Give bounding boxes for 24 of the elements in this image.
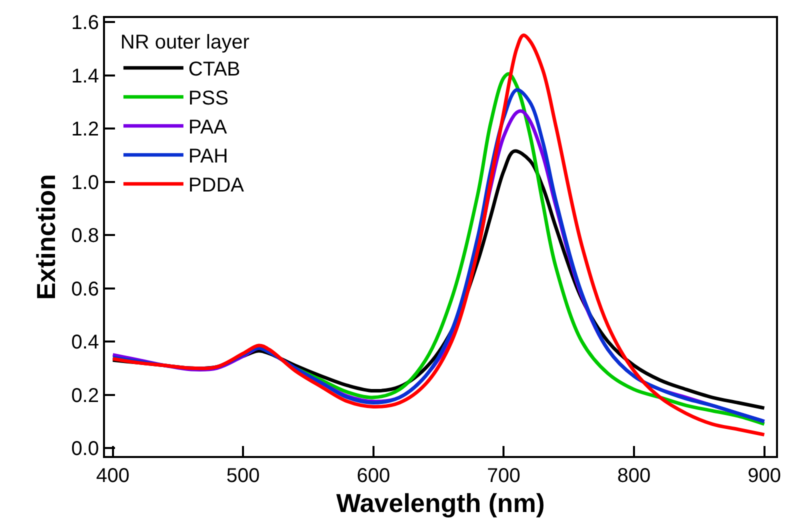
line-series	[111, 34, 766, 436]
y-tick-label: 0.8	[71, 225, 99, 247]
legend-label: PDDA	[188, 174, 245, 197]
y-tick-label: 0.6	[71, 278, 99, 300]
x-tick-label: 900	[748, 465, 781, 487]
y-tick-label: 1.2	[71, 118, 99, 140]
y-tick-label: 0.0	[71, 438, 99, 460]
x-tick-label: 700	[487, 465, 520, 487]
x-tick-label: 600	[356, 465, 390, 487]
legend-title: NR outer layer	[120, 31, 250, 54]
y-tick-label: 0.4	[71, 332, 99, 354]
y-tick-label: 0.2	[71, 384, 99, 407]
x-tick-label: 800	[617, 465, 651, 487]
legend-label: PAA	[188, 116, 228, 139]
legend-label: CTAB	[188, 58, 240, 81]
legend-label: PSS	[188, 88, 228, 110]
legend-label: PAH	[188, 146, 228, 168]
x-axis-title: Wavelength (nm)	[336, 488, 545, 518]
y-tick-label: 1.0	[71, 172, 99, 194]
x-tick-label: 400	[96, 465, 130, 487]
y-tick-label: 1.6	[71, 12, 99, 34]
x-tick-label: 500	[226, 465, 260, 487]
y-axis-title: Extinction	[31, 174, 62, 300]
y-tick-label: 1.4	[71, 65, 99, 88]
